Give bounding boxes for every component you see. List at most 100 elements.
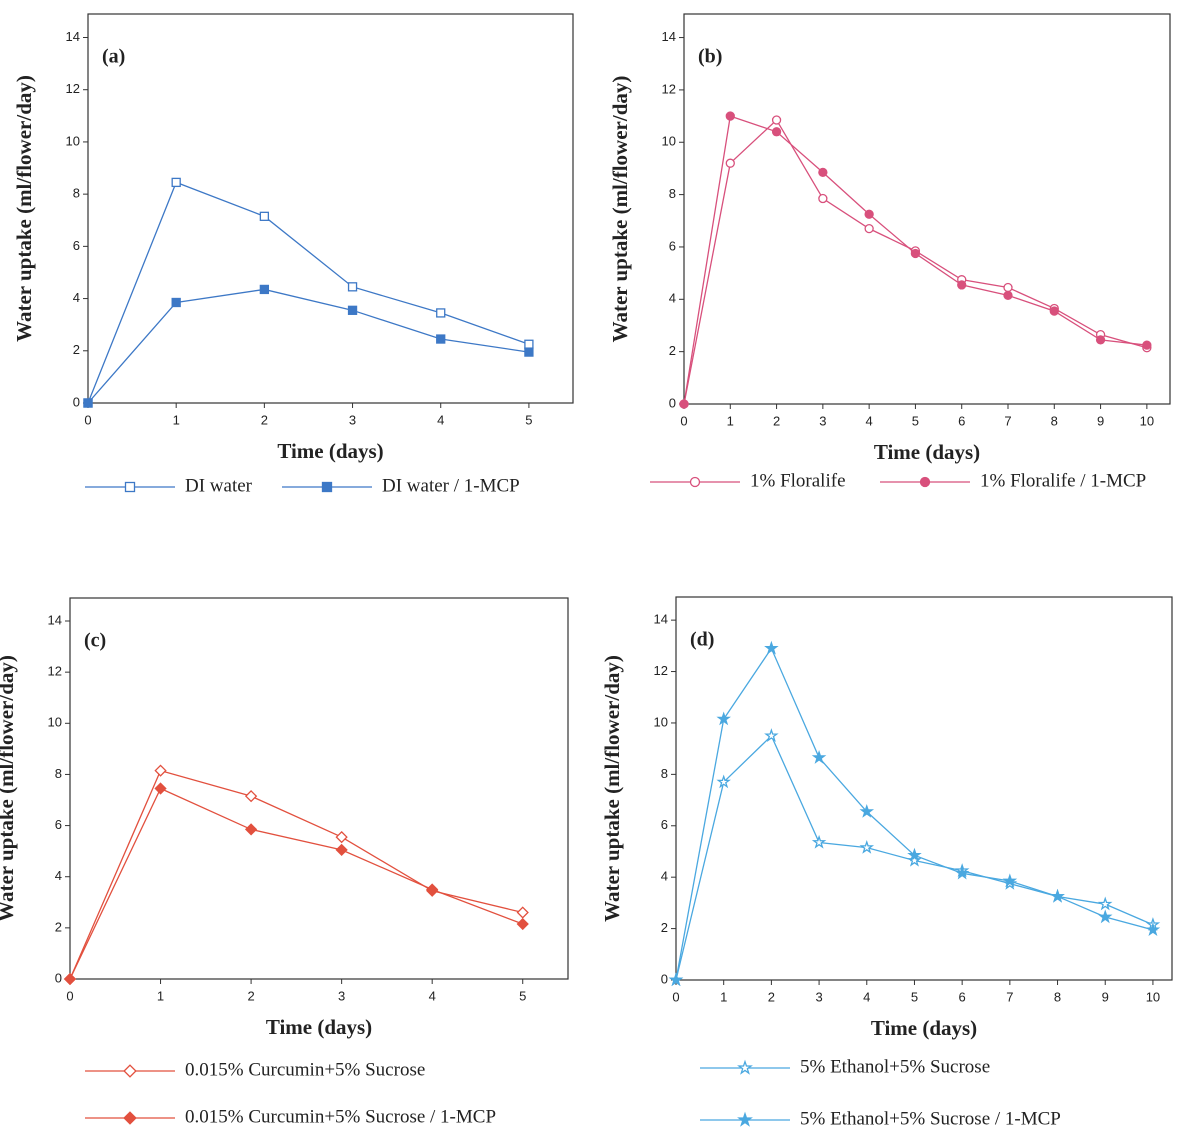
x-tick-label: 2 (768, 989, 775, 1004)
x-tick-label: 10 (1140, 413, 1154, 428)
x-tick-label: 7 (1006, 989, 1013, 1004)
x-tick-label: 1 (173, 412, 180, 427)
data-point (525, 348, 533, 356)
x-tick-label: 3 (338, 988, 345, 1003)
x-tick-label: 0 (66, 988, 73, 1003)
data-point (336, 845, 346, 855)
x-axis-label: Time (days) (871, 1016, 977, 1040)
x-tick-label: 1 (727, 413, 734, 428)
data-point (1004, 291, 1012, 299)
series-line (684, 116, 1147, 404)
data-point (773, 128, 781, 136)
legend-marker (739, 1062, 751, 1073)
y-tick-label: 12 (662, 81, 676, 96)
data-point (861, 842, 872, 852)
data-point (525, 340, 533, 348)
y-tick-label: 4 (55, 868, 62, 883)
y-tick-label: 8 (669, 186, 676, 201)
data-point (1050, 307, 1058, 315)
y-tick-label: 10 (48, 715, 62, 730)
data-point (1100, 899, 1111, 909)
x-tick-label: 8 (1054, 989, 1061, 1004)
data-point (773, 116, 781, 124)
x-tick-label: 0 (84, 412, 91, 427)
data-point (1004, 284, 1012, 292)
y-tick-label: 14 (654, 612, 668, 627)
x-tick-label: 5 (525, 412, 532, 427)
data-point (814, 837, 825, 847)
data-point (1148, 924, 1159, 934)
legend-marker (126, 483, 135, 492)
plot-frame (676, 597, 1172, 980)
panel-label: (a) (102, 46, 125, 68)
y-tick-label: 10 (662, 134, 676, 149)
legend-label: 0.015% Curcumin+5% Sucrose / 1-MCP (185, 1106, 496, 1127)
legend-label: 0.015% Curcumin+5% Sucrose (185, 1059, 425, 1080)
data-point (865, 210, 873, 218)
data-point (349, 283, 357, 291)
x-tick-label: 5 (911, 989, 918, 1004)
y-tick-label: 0 (661, 971, 668, 986)
legend-marker (124, 1112, 136, 1124)
legend-marker (323, 483, 332, 492)
legend-label: 1% Floralife / 1-MCP (980, 470, 1146, 491)
y-tick-label: 10 (654, 714, 668, 729)
panel-label: (c) (84, 630, 106, 652)
x-tick-label: 3 (815, 989, 822, 1004)
x-tick-label: 9 (1102, 989, 1109, 1004)
x-tick-label: 6 (959, 989, 966, 1004)
data-point (437, 309, 445, 317)
x-tick-label: 1 (157, 988, 164, 1003)
data-point (349, 306, 357, 314)
legend-label: 5% Ethanol+5% Sucrose (800, 1056, 990, 1077)
x-axis-label: Time (days) (266, 1015, 372, 1039)
x-tick-label: 2 (773, 413, 780, 428)
y-tick-label: 0 (669, 395, 676, 410)
x-tick-label: 5 (912, 413, 919, 428)
data-point (437, 335, 445, 343)
y-axis-label: Water uptake (ml/flower/day) (600, 655, 624, 922)
series-line (88, 289, 529, 403)
y-tick-label: 4 (661, 869, 668, 884)
data-point (336, 832, 346, 842)
y-tick-label: 2 (661, 920, 668, 935)
x-tick-label: 7 (1004, 413, 1011, 428)
legend-label: 5% Ethanol+5% Sucrose / 1-MCP (800, 1108, 1061, 1129)
legend-marker (921, 478, 930, 487)
x-tick-label: 2 (261, 412, 268, 427)
y-tick-label: 8 (73, 186, 80, 201)
legend-label: 1% Floralife (750, 470, 846, 491)
y-tick-label: 2 (55, 919, 62, 934)
data-point (172, 298, 180, 306)
x-axis-label: Time (days) (874, 440, 980, 464)
data-point (246, 824, 256, 834)
y-tick-label: 6 (73, 238, 80, 253)
x-tick-label: 4 (863, 989, 870, 1004)
data-point (246, 791, 256, 801)
y-tick-label: 10 (66, 133, 80, 148)
data-point (726, 112, 734, 120)
data-point (766, 643, 777, 653)
data-point (260, 212, 268, 220)
data-point (1143, 341, 1151, 349)
data-point (1052, 891, 1063, 901)
plot-frame (70, 598, 568, 979)
data-point (958, 281, 966, 289)
x-tick-label: 9 (1097, 413, 1104, 428)
x-tick-label: 5 (519, 988, 526, 1003)
y-axis-label: Water uptake (ml/flower/day) (12, 75, 36, 342)
x-tick-label: 2 (247, 988, 254, 1003)
data-point (726, 159, 734, 167)
data-point (518, 919, 528, 929)
x-tick-label: 4 (429, 988, 436, 1003)
y-tick-label: 14 (48, 612, 62, 627)
x-tick-label: 0 (680, 413, 687, 428)
data-point (1097, 336, 1105, 344)
data-point (65, 974, 75, 984)
series-line (70, 771, 523, 979)
series-line (88, 182, 529, 403)
y-tick-label: 6 (661, 817, 668, 832)
series-line (676, 648, 1153, 980)
data-point (84, 399, 92, 407)
y-tick-label: 4 (73, 290, 80, 305)
